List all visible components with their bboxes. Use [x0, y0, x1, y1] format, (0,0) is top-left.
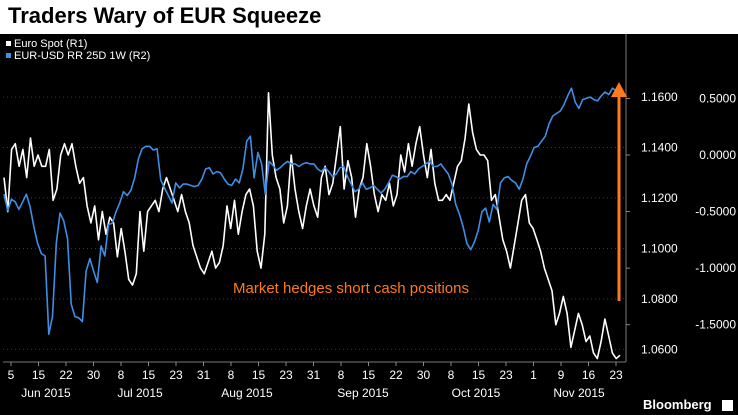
- series-line-eur-usd-rr-25d-1w-r2: [3, 87, 621, 336]
- x-tick-label-17: 15: [472, 368, 486, 382]
- x-tick-label-4: 8: [118, 368, 125, 382]
- month-label-oct-2015: Oct 2015: [452, 386, 501, 400]
- x-axis: 5 15 22 30 8 15 23 31 8 15 23 31 8 15 22 30 8 15 23 1 9 16 23: [8, 362, 623, 382]
- series-line-euro-spot-r1: [3, 92, 621, 360]
- month-labels: Jun 2015 Jul 2015 Aug 2015 Sep 2015 Oct 2015…: [21, 386, 605, 400]
- legend-swatch-risk-reversal: [6, 53, 11, 58]
- x-tick-label-12: 8: [338, 368, 345, 382]
- x-tick-label-20: 9: [558, 368, 565, 382]
- legend-label-euro-spot: Euro Spot (R1): [14, 38, 87, 50]
- month-label-nov-2015: Nov 2015: [553, 386, 605, 400]
- annotation-text: Market hedges short cash positions: [233, 280, 469, 297]
- legend: Euro Spot (R1) EUR-USD RR 25D 1W (R2): [6, 38, 150, 62]
- right-axis: 0.5000 0.0000 -0.5000 -1.0000 -1.5000: [626, 91, 736, 332]
- left-tick-label-1-1600: 1.1600: [641, 90, 678, 104]
- bloomberg-logo: Bloomberg: [643, 397, 712, 412]
- left-tick-label-1-0600: 1.0600: [641, 342, 678, 356]
- right-tick-label-0-5000: 0.5000: [699, 91, 736, 105]
- x-tick-label-13: 15: [362, 368, 376, 382]
- x-tick-label-6: 23: [169, 368, 183, 382]
- x-tick-label-7: 31: [197, 368, 211, 382]
- x-tick-label-14: 22: [389, 368, 403, 382]
- right-tick-label-0-0000: 0.0000: [699, 148, 736, 162]
- left-axis: 1.1600 1.1400 1.1200 1.1000 1.0800 1.0600: [641, 90, 678, 356]
- month-label-sep-2015: Sep 2015: [337, 386, 389, 400]
- month-label-aug-2015: Aug 2015: [221, 386, 273, 400]
- x-tick-label-9: 15: [252, 368, 266, 382]
- legend-label-risk-reversal: EUR-USD RR 25D 1W (R2): [14, 50, 150, 62]
- x-tick-label-0: 5: [8, 368, 15, 382]
- gridlines: [3, 34, 627, 363]
- x-tick-label-18: 23: [499, 368, 513, 382]
- right-tick-label-0-5000: -0.5000: [695, 205, 736, 219]
- chart-title: Traders Wary of EUR Squeeze: [8, 3, 322, 28]
- x-tick-label-22: 23: [609, 368, 623, 382]
- right-tick-label-1-0000: -1.0000: [695, 261, 736, 275]
- left-tick-label-1-1000: 1.1000: [641, 241, 678, 255]
- x-tick-label-3: 30: [87, 368, 101, 382]
- annotation-arrow: [611, 82, 627, 301]
- right-tick-label-1-5000: -1.5000: [695, 318, 736, 332]
- month-label-jul-2015: Jul 2015: [117, 386, 163, 400]
- left-tick-label-1-1400: 1.1400: [641, 141, 678, 155]
- left-tick-label-1-0800: 1.0800: [641, 292, 678, 306]
- title-bar: Traders Wary of EUR Squeeze: [0, 0, 738, 34]
- arrow-head: [611, 82, 627, 97]
- legend-swatch-euro-spot: [6, 41, 11, 46]
- x-tick-label-8: 8: [228, 368, 235, 382]
- x-tick-label-15: 30: [417, 368, 431, 382]
- x-tick-label-19: 1: [530, 368, 537, 382]
- series-lines: [3, 87, 621, 360]
- x-tick-label-21: 16: [582, 368, 596, 382]
- x-tick-label-1: 15: [32, 368, 46, 382]
- x-tick-label-5: 15: [142, 368, 156, 382]
- month-label-jun-2015: Jun 2015: [21, 386, 71, 400]
- x-tick-label-11: 31: [307, 368, 321, 382]
- left-tick-label-1-1200: 1.1200: [641, 191, 678, 205]
- x-tick-label-2: 22: [59, 368, 73, 382]
- x-tick-label-16: 8: [448, 368, 455, 382]
- bloomberg-logo-box: [722, 400, 733, 411]
- x-tick-label-10: 23: [279, 368, 293, 382]
